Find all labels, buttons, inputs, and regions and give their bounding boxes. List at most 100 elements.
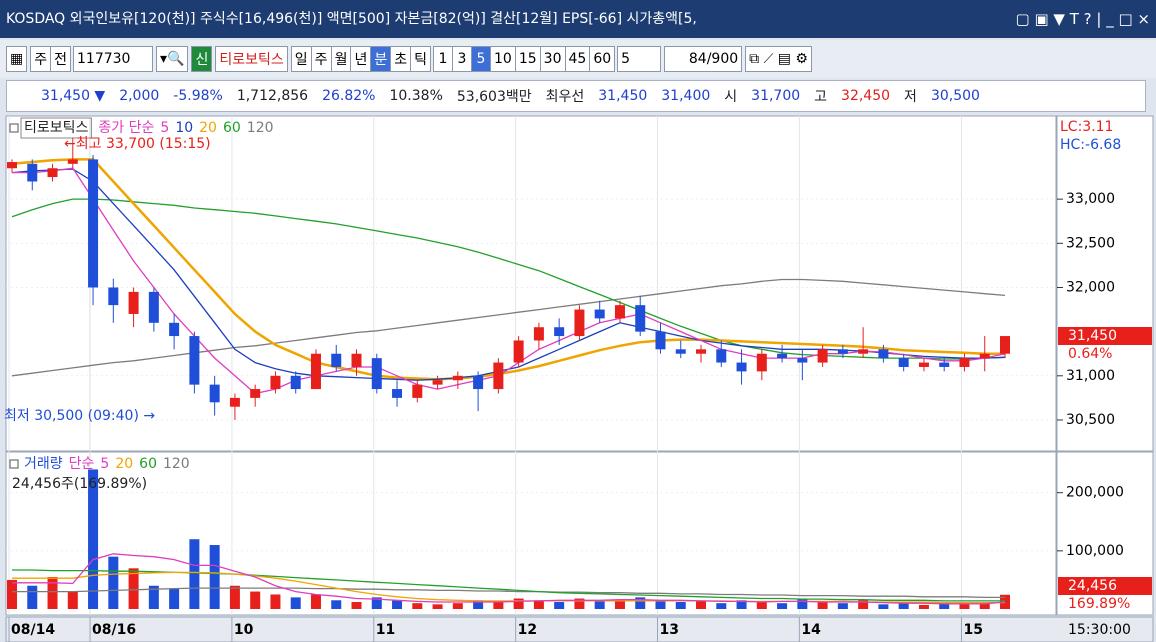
price-change: 0.64% bbox=[1068, 346, 1112, 362]
price-tag bbox=[1058, 327, 1152, 345]
candle-body bbox=[371, 358, 382, 390]
range[interactable]: 84/900 bbox=[664, 46, 743, 72]
type-button[interactable]: 주 bbox=[30, 46, 52, 72]
candle-body bbox=[412, 384, 423, 398]
x-tick-label: 08/14 bbox=[11, 622, 55, 638]
period-button[interactable]: 초 bbox=[390, 46, 412, 72]
code-input[interactable]: 117730 bbox=[73, 46, 154, 72]
volume-bar bbox=[128, 568, 139, 609]
tool-buttons[interactable]: ⧉ ⟋ ▤ ⚙ bbox=[745, 46, 812, 72]
title-bar: KOSDAQ 외국인보유[120(천)] 주식수[16,496(천)] 액면[5… bbox=[0, 0, 1156, 38]
candle-body bbox=[229, 397, 240, 407]
candle-body bbox=[655, 331, 666, 350]
interval-button[interactable]: 3 bbox=[452, 46, 473, 72]
interval-button[interactable]: 60 bbox=[589, 46, 616, 72]
info-item: 31,450 ▼ bbox=[41, 88, 106, 104]
period-button[interactable]: 월 bbox=[330, 46, 352, 72]
period-button[interactable]: 틱 bbox=[410, 46, 432, 72]
x-tick-label: 10 bbox=[234, 622, 254, 638]
stock-name[interactable]: 티로보틱스 bbox=[215, 46, 288, 72]
volume-bar bbox=[655, 600, 666, 609]
legend-text: 20 bbox=[115, 456, 133, 472]
x-tick-label: 11 bbox=[376, 622, 395, 638]
volume-bar bbox=[878, 604, 889, 609]
candle-body bbox=[452, 375, 463, 381]
badge[interactable]: 신 bbox=[191, 46, 213, 72]
candle-body bbox=[432, 380, 443, 385]
legend-text: 120 bbox=[247, 120, 274, 136]
volume-bar bbox=[574, 598, 585, 609]
volume-bar bbox=[371, 597, 382, 609]
interval-button[interactable]: 10 bbox=[490, 46, 516, 72]
info-item: 1,712,856 bbox=[236, 88, 309, 104]
candle-body bbox=[493, 362, 504, 390]
volume-bar bbox=[88, 469, 99, 609]
x-tick-label: 14 bbox=[801, 622, 821, 638]
interval-button[interactable]: 1 bbox=[433, 46, 454, 72]
volume-bar bbox=[47, 577, 58, 609]
hc-label: HC:-6.68 bbox=[1060, 137, 1121, 153]
volume-bar bbox=[250, 591, 261, 609]
type-button[interactable]: 전 bbox=[50, 46, 72, 72]
candle-body bbox=[169, 322, 180, 337]
period-button[interactable]: 분 bbox=[370, 46, 392, 72]
legend-text: 단순 bbox=[69, 456, 95, 472]
y-tick-label: 32,500 bbox=[1066, 235, 1115, 251]
candle-body bbox=[797, 358, 808, 363]
candle-body bbox=[858, 349, 869, 354]
volume-bar bbox=[7, 579, 17, 609]
candle-body bbox=[837, 349, 848, 354]
volume-bar bbox=[493, 602, 504, 609]
volume-bar bbox=[290, 597, 301, 609]
info-item: 32,450 bbox=[841, 88, 891, 104]
candle-body bbox=[148, 291, 159, 323]
candle-body bbox=[392, 389, 403, 398]
candle-body bbox=[331, 353, 342, 367]
candle-body bbox=[554, 327, 565, 337]
interval-button[interactable]: 30 bbox=[539, 46, 566, 72]
time-label: 15:30:00 bbox=[1068, 622, 1131, 638]
info-item: 30,500 bbox=[930, 88, 980, 104]
legend-text: 10 bbox=[175, 120, 193, 136]
candle-body bbox=[675, 349, 686, 354]
x-tick-label: 13 bbox=[659, 622, 678, 638]
annotation-low: 최저 30,500 (09:40) → bbox=[4, 408, 155, 424]
period-button[interactable]: 년 bbox=[350, 46, 372, 72]
window-controls[interactable]: ▢ ▣ ▼ T ? | _ □ × bbox=[1009, 0, 1150, 38]
toolbar: ▦ 주 전 117730 ▾🔍 신 티로보틱스 일 주 월 년 분 초 틱 1 3 5 10 15 30 45 60 5 84… bbox=[0, 40, 1156, 78]
interval-button[interactable]: 15 bbox=[514, 46, 541, 72]
period-button[interactable]: 일 bbox=[290, 46, 312, 72]
lc-label: LC:3.11 bbox=[1060, 119, 1113, 135]
info-item: 26.82% bbox=[322, 88, 376, 104]
volume-bar bbox=[412, 603, 423, 609]
volume-bar bbox=[452, 603, 463, 609]
candle-body bbox=[777, 353, 788, 359]
candle-body bbox=[189, 336, 200, 385]
legend-text: 종가 단순 bbox=[98, 120, 154, 136]
candle-body bbox=[513, 340, 524, 363]
volume-bar bbox=[817, 602, 828, 609]
ma-line bbox=[11, 158, 1005, 381]
candle-body bbox=[594, 309, 605, 319]
candle-body bbox=[88, 159, 99, 288]
volume-bar bbox=[432, 604, 443, 609]
interval-button[interactable]: 45 bbox=[564, 46, 591, 72]
volume-bar bbox=[108, 556, 119, 609]
period-button[interactable]: 주 bbox=[310, 46, 332, 72]
volume-bar bbox=[756, 602, 767, 609]
interval-button[interactable]: 5 bbox=[471, 46, 492, 72]
icon-button[interactable]: ▦ bbox=[6, 46, 28, 72]
candle-body bbox=[817, 349, 828, 363]
volume-bar bbox=[837, 603, 848, 609]
search-button[interactable]: ▾🔍 bbox=[156, 46, 189, 72]
candle-body bbox=[128, 291, 139, 314]
volume-bar bbox=[898, 603, 909, 609]
volume-bar bbox=[67, 591, 78, 609]
interval-group: 1 3 5 10 15 30 45 60 bbox=[433, 46, 616, 72]
count-select[interactable]: 5 bbox=[617, 46, 662, 72]
legend-text: 120 bbox=[163, 456, 190, 472]
volume-bar bbox=[797, 598, 808, 609]
volume-bar bbox=[351, 602, 362, 609]
candle-body bbox=[878, 349, 889, 359]
volume-bar bbox=[169, 588, 180, 609]
